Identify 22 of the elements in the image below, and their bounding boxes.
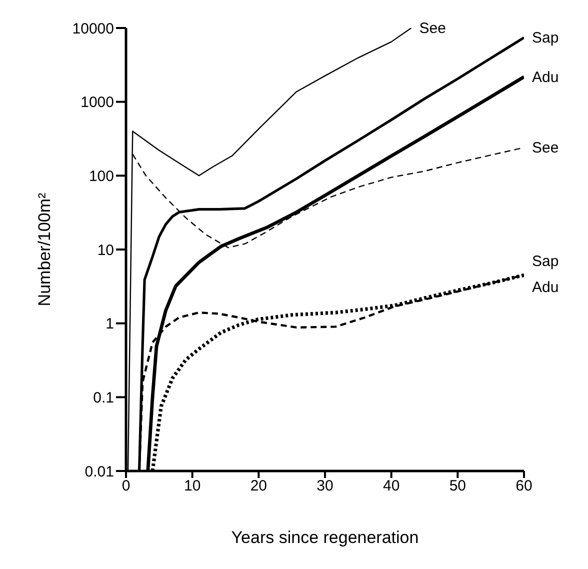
x-tick-label: 0 xyxy=(122,478,130,495)
x-tick-label: 40 xyxy=(382,478,400,495)
y-tick-label: 1 xyxy=(106,316,114,333)
series-label: See xyxy=(532,140,559,157)
y-tick-label: 0.1 xyxy=(93,389,114,406)
y-tick-label: 0.01 xyxy=(84,463,114,480)
series-label: Sap xyxy=(532,30,559,47)
series-label: Adu xyxy=(532,68,559,86)
series-label: Adu xyxy=(532,279,559,296)
y-tick-label: 1000 xyxy=(80,94,114,112)
x-axis-title: Years since regeneration xyxy=(231,528,419,548)
x-tick-label: 10 xyxy=(184,478,201,495)
y-axis-title: Number/100m² xyxy=(35,192,54,306)
x-tick-label: 30 xyxy=(316,478,334,495)
x-tick-label: 50 xyxy=(449,478,466,495)
series-label: See xyxy=(419,20,446,37)
x-tick-label: 60 xyxy=(516,478,532,495)
x-tick-label: 20 xyxy=(250,478,268,495)
series-label: Sap xyxy=(532,253,559,270)
y-tick-label: 10000 xyxy=(72,20,114,38)
y-tick-label: 100 xyxy=(88,168,114,185)
y-tick-label: 10 xyxy=(97,242,114,259)
